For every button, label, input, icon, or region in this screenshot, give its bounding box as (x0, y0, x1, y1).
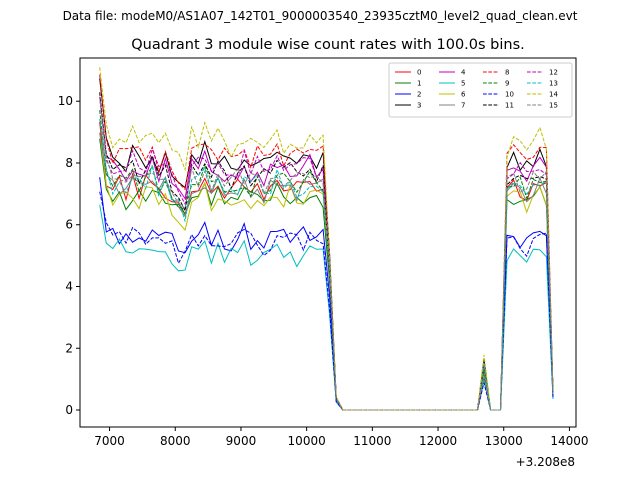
y-tick-label: 6 (65, 218, 73, 232)
x-axis: 7000 8000 9000 10000 11000 12000 13000 14000 (94, 427, 589, 448)
legend-label: 5 (461, 80, 465, 88)
series-line-8 (99, 74, 554, 411)
series-line-14 (99, 67, 554, 411)
legend-label: 4 (461, 69, 466, 77)
legend-label: 0 (417, 69, 421, 77)
y-tick-label: 4 (65, 280, 73, 294)
x-tick-label: 8000 (160, 434, 191, 448)
legend-frame (388, 62, 573, 118)
legend-label: 8 (505, 69, 509, 77)
legend-label: 6 (461, 91, 466, 99)
series-line-15 (99, 96, 554, 411)
series-line-10 (99, 191, 554, 411)
legend-label: 3 (417, 102, 421, 110)
y-tick-label: 8 (65, 156, 73, 170)
legend-label: 7 (461, 102, 465, 110)
x-offset-label: +3.208e8 (516, 455, 575, 469)
series-line-13 (99, 118, 554, 411)
x-tick-label: 13000 (485, 434, 523, 448)
y-tick-label: 0 (65, 403, 73, 417)
y-tick-label: 10 (58, 94, 73, 108)
axes-frame (79, 57, 577, 428)
y-axis: 0 2 4 6 8 10 (58, 94, 80, 417)
series-layer (99, 67, 554, 411)
x-tick-label: 12000 (419, 434, 457, 448)
x-tick-label: 11000 (353, 434, 391, 448)
series-line-9 (99, 110, 554, 411)
x-tick-label: 9000 (226, 434, 257, 448)
y-tick-label: 2 (65, 341, 73, 355)
legend-label: 1 (417, 80, 421, 88)
legend-label: 2 (417, 91, 421, 99)
legend-label: 14 (549, 91, 558, 99)
x-tick-label: 14000 (550, 434, 588, 448)
legend-label: 10 (505, 91, 514, 99)
x-tick-label: 10000 (288, 434, 326, 448)
legend-label: 11 (505, 102, 514, 110)
x-tick-label: 7000 (94, 434, 125, 448)
legend-label: 15 (549, 102, 558, 110)
plot-area: 7000 8000 9000 10000 11000 12000 13000 14000 0 2… (58, 57, 589, 469)
legend-label: 13 (549, 80, 558, 88)
legend-label: 12 (549, 69, 558, 77)
figure-suptitle: Data file: modeM0/AS1A07_142T01_90000035… (63, 9, 578, 23)
series-line-12 (99, 96, 554, 411)
chart-title: Quadrant 3 module wise count rates with … (131, 37, 525, 53)
series-line-5 (99, 204, 554, 411)
legend-label: 9 (505, 80, 509, 88)
